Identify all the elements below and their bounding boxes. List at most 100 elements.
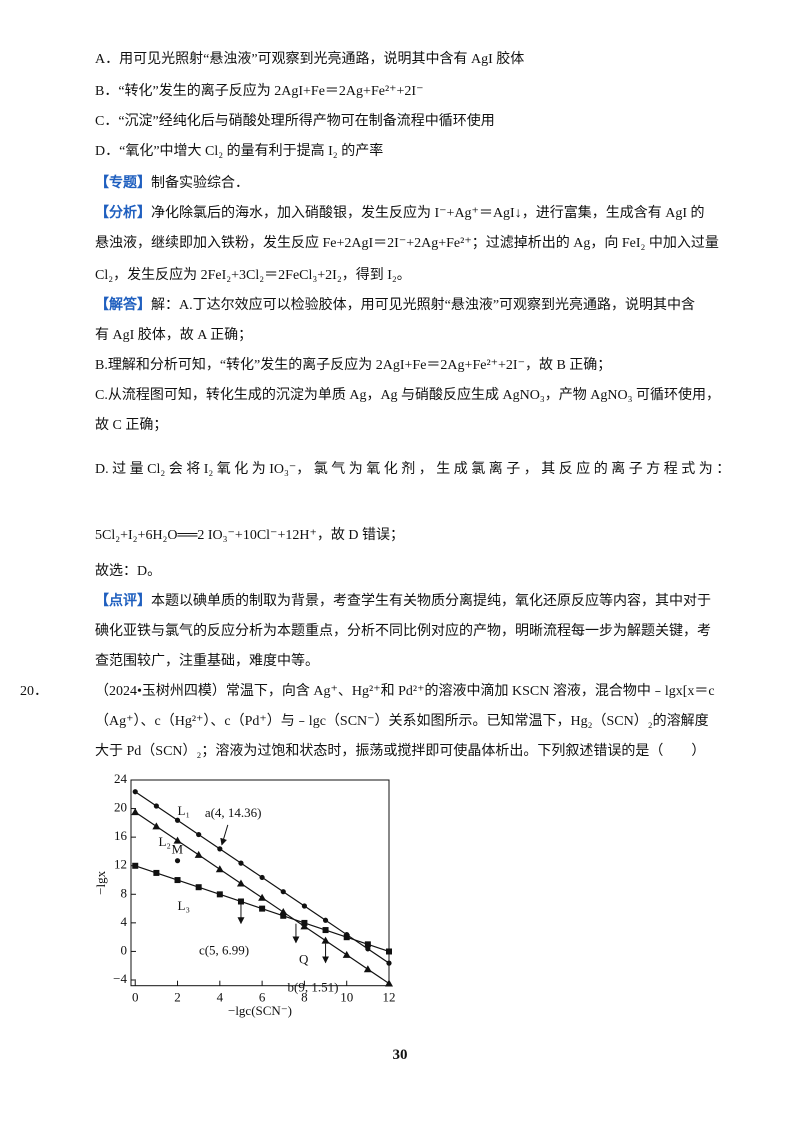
text: Cl₂，发生反应为 2FeI₂+3Cl₂＝2FeCl₃+2I₂，得到 I₂。 — [95, 268, 411, 283]
text: 5Cl₂+I₂+6H₂O══2 IO₃⁻+10Cl⁻+12H⁺，故 D 错误； — [95, 528, 404, 543]
x-tick-label: 4 — [217, 990, 224, 1005]
marker — [301, 903, 308, 909]
text-line: 故选：D。 — [95, 562, 161, 582]
text: 故选：D。 — [95, 564, 162, 579]
marker — [344, 931, 350, 938]
marker — [259, 874, 265, 881]
y-tick-label: 8 — [121, 885, 128, 900]
text: C．“沉淀”经纯化后与硝酸处理所得产物可在制备流程中循环使用 — [95, 114, 495, 129]
text-line: B.理解和分析可知，“转化”发生的离子反应为 2AgI+Fe＝2Ag+Fe²⁺+… — [95, 356, 611, 376]
series-line — [135, 865, 390, 953]
y-tick-label: 12 — [114, 857, 127, 872]
marker — [258, 893, 267, 901]
text: 悬浊液，继续即加入铁粉，发生反应 Fe+2AgI＝2I⁻+2Ag+Fe²⁺；过滤… — [95, 236, 719, 251]
text: 制备实验综合． — [151, 176, 249, 191]
text: 碘化亚铁与氯气的反应分析为本题重点，分析不同比例对应的产物，明晰流程每一步为解题… — [95, 624, 711, 639]
section-tag: 【解答】 — [95, 298, 151, 313]
x-axis-label: −lgc(SCN⁻) — [228, 1003, 292, 1018]
text-line: D. 过 量 Cl₂ 会 将 I₂ 氧 化 为 IO₃⁻， 氯 气 为 氧 化 … — [95, 460, 730, 480]
series-label: L₃ — [178, 898, 190, 913]
text-line: D．“氧化”中增大 Cl₂ 的量有利于提高 I₂ 的产率 — [95, 142, 383, 162]
text-line: 5Cl₂+I₂+6H₂O══2 IO₃⁻+10Cl⁻+12H⁺，故 D 错误； — [95, 526, 404, 546]
text-line: B．“转化”发生的离子反应为 2AgI+Fe＝2Ag+Fe²⁺+2I⁻ — [95, 82, 423, 102]
marker — [259, 905, 266, 912]
annotation-arrow — [220, 824, 229, 846]
marker — [365, 946, 371, 952]
marker — [364, 941, 371, 948]
marker — [386, 960, 392, 966]
y-tick-label: 24 — [114, 771, 128, 786]
text-line: 大于 Pd（SCN）₂；溶液为过饱和状态时，振荡或搅拌即可使晶体析出。下列叙述错… — [95, 742, 705, 762]
marker — [342, 950, 351, 958]
question-number: 20． — [20, 684, 48, 699]
text: C.从流程图可知，转化生成的沉淀为单质 Ag，Ag 与硝酸反应生成 AgNO₃，… — [95, 388, 720, 403]
annotation: c(5, 6.99) — [199, 942, 249, 957]
text-line: C.从流程图可知，转化生成的沉淀为单质 Ag，Ag 与硝酸反应生成 AgNO₃，… — [95, 386, 720, 406]
annotation: a(4, 14.36) — [205, 805, 262, 820]
text: 查范围较广，注重基础，难度中等。 — [95, 654, 319, 669]
marker — [174, 877, 181, 884]
marker — [195, 884, 202, 891]
y-tick-label: 4 — [121, 914, 128, 929]
text: A．用可见光照射“悬浊液”可观察到光亮通路，说明其中含有 AgI 胶体 — [95, 52, 525, 67]
marker — [196, 831, 202, 838]
marker — [194, 850, 203, 858]
y-axis-label: −lgx — [93, 870, 108, 894]
section-tag: 【专题】 — [95, 176, 151, 191]
y-tick-label: 20 — [114, 800, 127, 815]
text-line: A．用可见光照射“悬浊液”可观察到光亮通路，说明其中含有 AgI 胶体 — [95, 50, 524, 70]
x-tick-label: 2 — [174, 990, 181, 1005]
text-line: 查范围较广，注重基础，难度中等。 — [95, 652, 319, 672]
text: B.理解和分析可知，“转化”发生的离子反应为 2AgI+Fe＝2Ag+Fe²⁺+… — [95, 358, 612, 373]
marker — [321, 936, 330, 944]
y-tick-label: 0 — [121, 942, 128, 957]
marker — [363, 965, 372, 973]
text-line: 【分析】净化除氯后的海水，加入硝酸银，发生反应为 I⁻+Ag⁺＝AgI↓，进行富… — [95, 204, 705, 224]
marker — [152, 822, 161, 830]
marker — [153, 869, 160, 876]
series-line — [134, 791, 390, 964]
text: B．“转化”发生的离子反应为 2AgI+Fe＝2Ag+Fe²⁺+2I⁻ — [95, 84, 424, 99]
marker — [216, 891, 223, 898]
marker — [238, 860, 244, 866]
marker — [174, 817, 181, 823]
text: （2024•玉树州四模）常温下，向含 Ag⁺、Hg²⁺和 Pd²⁺的溶液中滴加 … — [95, 684, 715, 699]
x-tick-label: 0 — [132, 990, 139, 1005]
marker — [280, 912, 287, 919]
text-line: Cl₂，发生反应为 2FeI₂+3Cl₂＝2FeCl₃+2I₂，得到 I₂。 — [95, 266, 411, 286]
marker — [322, 917, 329, 923]
text-line: 【专题】制备实验综合． — [95, 174, 249, 194]
marker — [279, 908, 288, 916]
text-line: 【解答】解：A.丁达尔效应可以检验胶体，用可见光照射“悬浊液”可观察到光亮通路，… — [95, 296, 695, 316]
section-tag: 【点评】 — [95, 594, 151, 609]
marker — [322, 927, 329, 934]
x-tick-label: 6 — [259, 990, 266, 1005]
y-tick-label: −4 — [113, 971, 127, 986]
annotation: b(9, 1.51) — [288, 980, 339, 995]
plot-frame — [130, 779, 390, 987]
text-line: 故 C 正确； — [95, 416, 167, 436]
series-label: L₁ — [178, 803, 190, 818]
text: 有 AgI 胶体，故 A 正确； — [95, 328, 253, 343]
marker — [301, 919, 308, 926]
text-line: 悬浊液，继续即加入铁粉，发生反应 Fe+2AgI＝2I⁻+2Ag+Fe²⁺；过滤… — [95, 234, 719, 254]
series-label: L₂ — [158, 834, 170, 849]
marker — [173, 836, 182, 844]
section-tag: 【分析】 — [95, 206, 151, 221]
annotation: M — [172, 842, 184, 857]
text: D. 过 量 Cl₂ 会 将 I₂ 氧 化 为 IO₃⁻， 氯 气 为 氧 化 … — [95, 462, 731, 477]
marker — [237, 898, 244, 905]
text: （Ag⁺）、c（Hg²⁺）、c（Pd⁺）与﹣lgc（SCN⁻）关系如图所示。已知… — [95, 714, 709, 729]
marker — [217, 846, 223, 852]
text: 大于 Pd（SCN）₂；溶液为过饱和状态时，振荡或搅拌即可使晶体析出。下列叙述错… — [95, 744, 706, 759]
annotation-point — [174, 858, 181, 864]
marker — [215, 865, 224, 873]
annotation: Q — [299, 952, 309, 967]
x-tick-label: 8 — [301, 990, 308, 1005]
marker — [132, 862, 139, 869]
x-tick-label: 12 — [383, 990, 396, 1005]
text: 本题以碘单质的制取为背景，考查学生有关物质分离提纯，氧化还原反应等内容，其中对于 — [151, 594, 711, 609]
text: 净化除氯后的海水，加入硝酸银，发生反应为 I⁻+Ag⁺＝AgI↓，进行富集，生成… — [151, 206, 705, 221]
text-line: C．“沉淀”经纯化后与硝酸处理所得产物可在制备流程中循环使用 — [95, 112, 495, 132]
marker — [153, 803, 159, 809]
